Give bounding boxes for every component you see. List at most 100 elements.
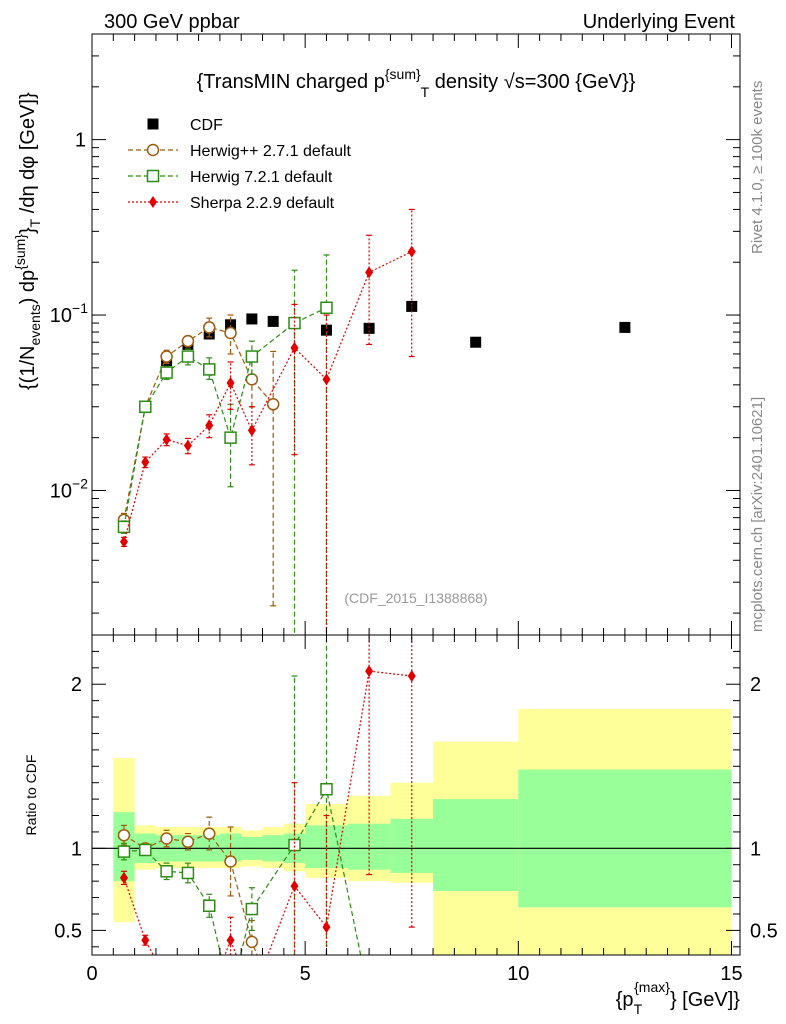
cdf-point — [470, 336, 482, 348]
ratio-herwig-2-7-1-default-point — [202, 827, 216, 840]
ratio-sherpa-2-2-9-default-point — [365, 665, 374, 678]
ratio-herwig-2-7-1-default-point — [117, 828, 131, 842]
mcplots-label: mcplots.cern.ch [arXiv:2401.10621] — [749, 397, 766, 632]
ratio-sherpa-2-2-9-default-point — [226, 934, 235, 947]
herwig-2-7-1-default-line — [123, 326, 274, 520]
main-plot-area — [92, 34, 740, 635]
legend-label-herwig-7-2-1-default: Herwig 7.2.1 default — [190, 169, 333, 186]
x-axis-label: {pT{max}} [GeV]} — [616, 979, 741, 1017]
main-y-axis-label: {(1/Nevents) dp{sum}}T /dη dφ [GeV]} — [12, 92, 43, 390]
herwig-2-7-1-default-point — [245, 373, 259, 386]
main-y-tick-label: 10−1 — [50, 300, 88, 327]
legend-label-herwig-2-7-1-default: Herwig++ 2.7.1 default — [190, 143, 352, 160]
sherpa-2-2-9-default-point — [247, 424, 256, 437]
main-plot-background — [92, 34, 740, 635]
sherpa-2-2-9-default-point — [141, 456, 150, 469]
herwig-7-2-1-default-point — [320, 301, 333, 315]
main-y-tick-label: 10−2 — [50, 475, 88, 502]
main-y-tick-label: 1 — [75, 130, 86, 152]
cdf-point — [406, 300, 418, 312]
ratio-herwig-7-2-1-default-point — [288, 838, 301, 852]
cdf-point — [619, 321, 631, 333]
ratio-sherpa-2-2-9-default-point — [322, 921, 331, 934]
ratio-y-tick-label-right: 0.5 — [750, 920, 778, 942]
ratio-herwig-7-2-1-default-point — [117, 845, 131, 858]
sherpa-2-2-9-default-point — [322, 373, 331, 386]
cdf-point — [246, 313, 258, 325]
ratio-herwig-7-2-1-default-point — [202, 899, 216, 913]
herwig-7-2-1-default-point — [224, 431, 237, 444]
main-plot-axes: 10−2 10−1 1 — [50, 33, 741, 636]
ratio-y-tick-label-right: 1 — [750, 838, 761, 860]
ratio-plot-data — [117, 635, 416, 1002]
legend-marker-herwig-2-7-1-default — [146, 143, 160, 157]
herwig-7-2-1-default-point — [245, 350, 259, 363]
legend-marker-sherpa-2-2-9-default — [149, 196, 157, 208]
herwig-7-2-1-default-point — [202, 363, 216, 376]
header-right: Underlying Event — [583, 11, 736, 33]
x-tick-label: 15 — [720, 963, 742, 985]
ratio-sherpa-2-2-9-default-point — [248, 990, 256, 1002]
sherpa-2-2-9-default-point — [162, 433, 171, 446]
ratio-sherpa-2-2-9-default-point — [407, 670, 416, 683]
ratio-y-tick-label-right: 2 — [750, 674, 761, 696]
cdf-point — [267, 315, 279, 327]
analysis-watermark: (CDF_2015_I1388868) — [344, 590, 487, 606]
ratio-herwig-7-2-1-default-point — [225, 991, 236, 1002]
ratio-herwig-7-2-1-default-point — [320, 783, 333, 796]
ratio-herwig-2-7-1-default-point — [224, 855, 237, 868]
herwig-7-2-1-default-point — [117, 520, 131, 534]
x-tick-label: 5 — [300, 963, 311, 985]
ratio-plot-axes: 0.5 0.5 1 1 2 2 0 5 10 15 — [54, 634, 778, 985]
rivet-version-label: Rivet 4.1.0, ≥ 100k events — [749, 81, 766, 254]
ratio-sherpa-2-2-9-default-point — [141, 934, 150, 947]
header-left: 300 GeV ppbar — [104, 11, 240, 33]
ratio-plot-frame — [91, 634, 741, 956]
ratio-sherpa-2-2-9-default-point — [119, 871, 128, 884]
legend-marker-herwig-7-2-1-default — [146, 169, 160, 183]
legend-marker-cdf — [147, 118, 159, 130]
ratio-inner-band — [433, 799, 519, 891]
ratio-herwig-7-2-1-default-point — [160, 865, 173, 878]
herwig-7-2-1-default-point — [160, 366, 173, 379]
ratio-y-tick-label: 2 — [71, 674, 82, 696]
herwig-2-7-1-default-point — [160, 350, 173, 363]
ratio-herwig-2-7-1-default-point — [160, 832, 173, 845]
herwig-2-7-1-default-point — [181, 334, 195, 348]
plot-title: {TransMIN charged p{sum}T density √s=300… — [197, 66, 636, 100]
sherpa-2-2-9-default-point — [119, 535, 128, 548]
ratio-herwig-7-2-1-default-point — [181, 866, 195, 880]
ratio-herwig-2-7-1-default-point — [268, 991, 279, 1002]
herwig-2-7-1-default-point — [266, 398, 280, 411]
ratio-sherpa-2-2-9-default-point — [290, 880, 299, 893]
ratio-y-tick-label: 1 — [71, 838, 82, 860]
ratio-y-tick-label: 0.5 — [54, 920, 82, 942]
cdf-point — [225, 319, 237, 331]
main-plot-data — [117, 208, 631, 635]
ratio-herwig-2-7-1-default-point — [181, 835, 195, 849]
ratio-herwig-7-2-1-default-point — [245, 902, 259, 916]
x-tick-label: 0 — [86, 963, 97, 985]
ratio-herwig-7-2-1-default-point — [139, 843, 152, 857]
ratio-uncertainty-bands — [92, 708, 740, 955]
ratio-herwig-2-7-1-default-point — [245, 935, 259, 949]
ratio-inner-band — [518, 769, 732, 908]
ratio-inner-band — [347, 823, 391, 870]
sherpa-2-2-9-default-point — [290, 341, 299, 354]
legend-label-cdf: CDF — [190, 117, 223, 134]
sherpa-2-2-9-default-point — [365, 266, 374, 279]
sherpa-2-2-9-default-point — [407, 245, 416, 258]
ratio-y-axis-label: Ratio to CDF — [23, 755, 39, 836]
sherpa-2-2-9-default-point — [205, 419, 214, 432]
sherpa-2-2-9-default-point — [226, 376, 235, 389]
ratio-herwig-7-2-1-default-line — [123, 787, 362, 955]
ratio-herwig-7-2-1-default-point — [364, 991, 375, 1002]
herwig-2-7-1-default-point — [202, 321, 216, 334]
x-tick-label: 10 — [507, 963, 529, 985]
legend: CDF Herwig++ 2.7.1 default Herwig 7.2.1 de… — [128, 117, 352, 212]
herwig-7-2-1-default-point — [139, 400, 152, 414]
herwig-2-7-1-default-point — [224, 326, 237, 340]
legend-label-sherpa-2-2-9-default: Sherpa 2.2.9 default — [190, 195, 335, 212]
herwig-7-2-1-default-point — [181, 350, 195, 363]
